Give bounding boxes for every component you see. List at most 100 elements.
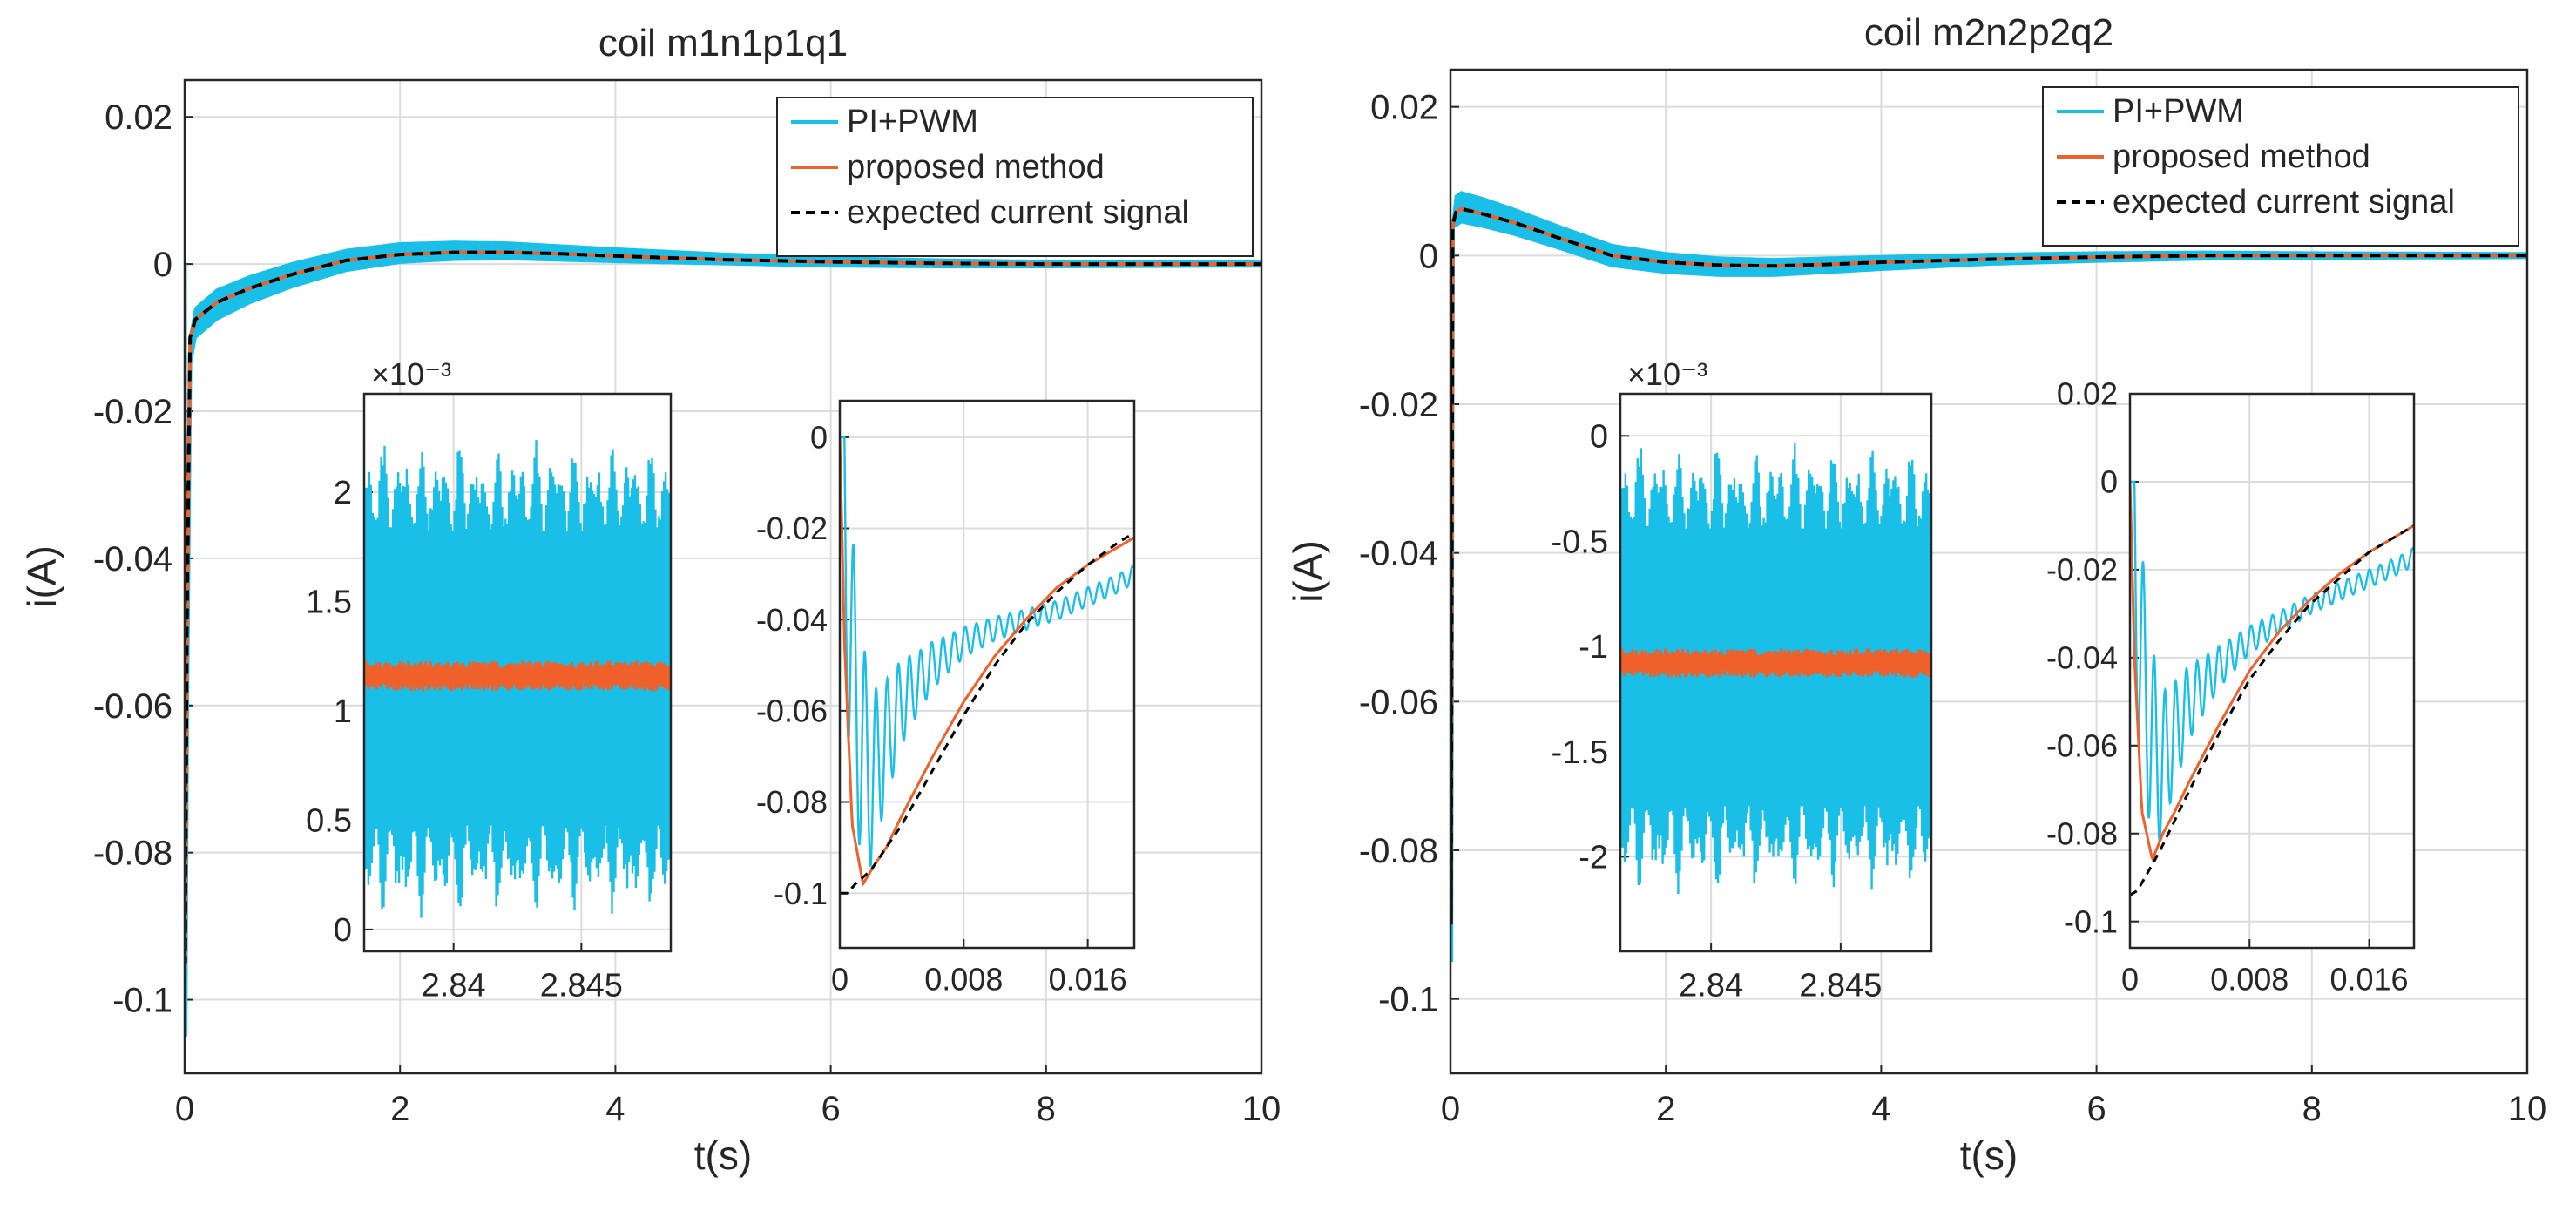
right-main-y-tick-label: 0	[1419, 237, 1438, 275]
right-inset-b-y-tick-label: -0.1	[2064, 903, 2118, 939]
right-main-legend-entry: expected current signal	[2113, 184, 2455, 220]
right-inset-b-y-tick-label: -0.04	[2046, 639, 2118, 675]
left-inset-b-y-tick-label: 0	[810, 419, 828, 455]
right-main-y-tick-label: -0.02	[1359, 386, 1438, 424]
right-main-y-tick-label: -0.1	[1378, 981, 1438, 1019]
right-inset-a-x-tick-label: 2.845	[1799, 967, 1882, 1004]
left-inset-b-plot-area	[840, 401, 1134, 948]
left-inset-a-frame	[362, 392, 673, 953]
right-inset-a-frame	[1619, 392, 1933, 953]
right-inset-b-x-tick-label: 0	[2121, 962, 2139, 998]
left-inset-b-x-tick-label: 0.008	[924, 962, 1003, 998]
left-inset-a-exponent-label: ×10⁻³	[371, 356, 451, 392]
right-inset-b-axes: 0 0.008 0.016 -0.1 -0.08 -0.06 -0.04 -0.02 0 0.02	[2046, 376, 2414, 998]
right-inset-b-x-tick-label: 0.016	[2329, 962, 2408, 998]
right-main-x-tick-label: 4	[1871, 1090, 1890, 1128]
right-main-x-axis-label: t(s)	[1960, 1133, 2018, 1178]
left-inset-a-series-pi-pwm	[364, 440, 671, 918]
right-main-y-tick-label: -0.06	[1359, 683, 1438, 721]
left-main-x-tick-label: 4	[605, 1090, 625, 1128]
right-main-x-tick-label: 6	[2086, 1090, 2106, 1128]
left-inset-b-series-group	[840, 436, 1134, 895]
right-main-y-axis-label: i(A)	[1285, 540, 1330, 603]
right-inset-a-x-tick-label: 2.84	[1679, 967, 1743, 1004]
right-inset-b-y-tick-label: 0	[2100, 464, 2118, 500]
right-inset-b-y-tick-label: -0.08	[2046, 815, 2118, 851]
left-inset-a-y-tick-label: 1.5	[306, 585, 352, 621]
left-inset-b-y-tick-label: -0.1	[774, 876, 828, 911]
right-main-x-tick-label: 10	[2508, 1090, 2547, 1128]
right-inset-b-series-pi-pwm	[2130, 480, 2414, 842]
right-main-title: coil m2n2p2q2	[1864, 11, 2113, 54]
left-inset-b-y-tick-label: -0.04	[756, 602, 828, 638]
right-main-series-pi-pwm	[1450, 191, 2527, 963]
left-main-x-tick-label: 10	[1242, 1090, 1281, 1128]
left-main-y-tick-label: -0.04	[93, 540, 172, 578]
right-main-y-tick-label: 0.02	[1370, 89, 1438, 127]
right-main-frame	[1449, 68, 2529, 1075]
left-main-y-tick-label: 0.02	[105, 98, 172, 137]
right-main-y-tick-label: -0.08	[1359, 832, 1438, 870]
left-inset-b-y-tick-label: -0.08	[756, 784, 828, 820]
right-main-legend-entry: PI+PWM	[2113, 93, 2244, 130]
left-inset-a-x-tick-label: 2.845	[540, 967, 623, 1004]
left-inset-a-y-tick-label: 2	[334, 475, 352, 511]
right-inset-a-y-tick-label: -1.5	[1552, 734, 1608, 771]
left-main-x-tick-label: 8	[1037, 1090, 1056, 1128]
left-main-x-tick-label: 0	[175, 1090, 194, 1128]
left-main-y-tick-label: -0.1	[112, 982, 172, 1020]
right-inset-a-series-group	[1620, 442, 1931, 895]
left-main-x-axis-label: t(s)	[694, 1133, 752, 1178]
left-main-y-tick-label: -0.06	[93, 687, 172, 726]
left-inset-b-series-expected-current-signal	[840, 531, 1134, 895]
right-inset-a-series-pi-pwm	[1620, 442, 1931, 895]
left-inset-a-x-tick-label: 2.84	[422, 967, 486, 1004]
right-main-legend-box	[2042, 86, 2519, 247]
left-main-series-pi-pwm	[185, 240, 1261, 1037]
right-inset-a-series-proposed-method	[1620, 648, 1931, 679]
left-main-y-tick-label: -0.08	[93, 835, 172, 873]
left-main-x-tick-label: 6	[821, 1090, 840, 1128]
left-inset-a-series-proposed-method	[364, 660, 671, 692]
left-inset-b-x-tick-label: 0	[831, 962, 849, 998]
right-inset-b-series-group	[2130, 480, 2414, 896]
right-inset-a-y-tick-label: -2	[1579, 840, 1608, 876]
right-main-y-tick-label: -0.04	[1359, 535, 1438, 573]
right-inset-b-plot-area	[2130, 394, 2414, 948]
right-main-x-tick-label: 8	[2302, 1090, 2322, 1128]
left-main-y-tick-label: 0	[153, 246, 172, 284]
right-inset-a-y-tick-label: -0.5	[1552, 524, 1608, 560]
left-main-legend-entry: expected current signal	[847, 194, 1189, 231]
right-main-series-expected-current-signal	[1450, 206, 2527, 925]
right-main-legend-entry: proposed method	[2113, 139, 2370, 175]
right-inset-b-y-tick-label: 0.02	[2057, 376, 2118, 412]
right-inset-b-frame	[2128, 392, 2416, 950]
right-inset-b-y-tick-label: -0.06	[2046, 727, 2118, 763]
left-main-y-tick-label: -0.02	[93, 393, 172, 431]
right-main-x-tick-label: 0	[1441, 1090, 1460, 1128]
right-inset-a-y-tick-label: 0	[1590, 419, 1608, 456]
left-main-legend: PI+PWM proposed method expected current si…	[776, 97, 1254, 257]
right-main-x-tick-label: 2	[1656, 1090, 1675, 1128]
left-main-x-tick-label: 2	[390, 1090, 409, 1128]
left-inset-b-x-tick-label: 0.016	[1049, 962, 1127, 998]
left-inset-a-series-group	[364, 440, 671, 918]
left-inset-b-y-tick-label: -0.02	[756, 511, 828, 546]
left-inset-a-y-tick-label: 0.5	[306, 803, 352, 840]
right-inset-a-exponent-label: ×10⁻³	[1627, 356, 1707, 392]
left-main-legend-box	[776, 97, 1254, 257]
left-main-legend-entry: PI+PWM	[847, 104, 978, 140]
right-inset-b-series-expected-current-signal	[2130, 524, 2414, 896]
left-inset-b-series-pi-pwm	[840, 436, 1134, 867]
left-main-series-expected-current-signal	[185, 250, 1261, 964]
left-inset-a-y-tick-label: 0	[334, 912, 352, 949]
left-inset-b-frame	[838, 399, 1136, 950]
right-main-legend: PI+PWM proposed method expected current si…	[2042, 86, 2519, 247]
left-main-y-axis-label: i(A)	[19, 545, 64, 608]
left-main-title: coil m1n1p1q1	[598, 22, 848, 64]
left-inset-a-y-tick-label: 1	[334, 693, 352, 730]
right-inset-b-x-tick-label: 0.008	[2210, 962, 2289, 998]
left-inset-b-y-tick-label: -0.06	[756, 693, 828, 728]
